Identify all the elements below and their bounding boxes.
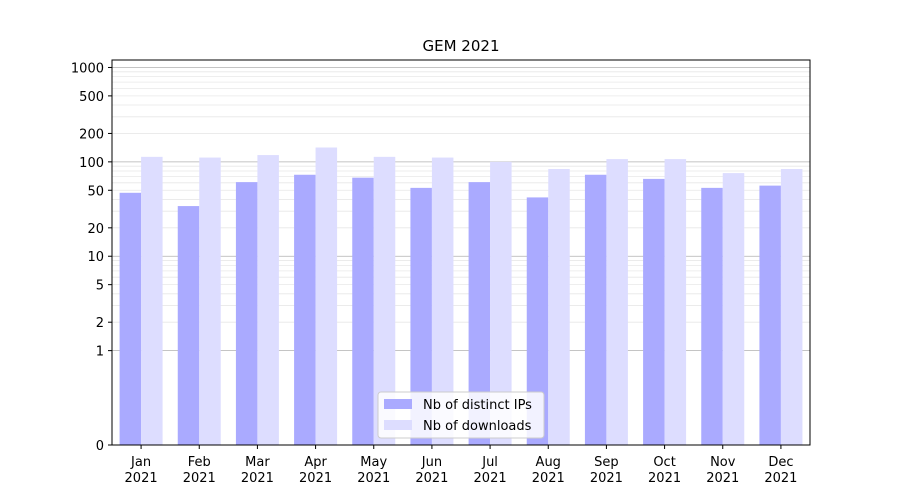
bar-downloads [373, 156, 396, 445]
x-tick-label-month: Apr [304, 455, 327, 470]
bar-downloads [606, 159, 628, 445]
legend-label: Nb of downloads [423, 419, 532, 434]
legend-box [377, 391, 545, 439]
y-tick-label: 100 [79, 156, 104, 171]
bar-downloads [548, 169, 570, 445]
bar-downloads [780, 169, 803, 445]
x-tick-label-month: Dec [768, 455, 793, 470]
bar-distinct-ips [119, 192, 142, 445]
x-tick-label-year: 2021 [357, 471, 390, 486]
x-tick-label-month: May [360, 455, 387, 470]
x-tick-label-year: 2021 [764, 471, 797, 486]
y-tick-label: 2 [96, 316, 104, 331]
x-tick-label-month: Sep [594, 455, 619, 470]
bar-distinct-ips [235, 182, 258, 445]
x-tick-label-month: Jul [481, 455, 498, 470]
x-axis: Jan2021Feb2021Mar2021Apr2021May2021Jun20… [125, 445, 797, 486]
y-axis: 0 1 2 5 10 20 50 100 200 500 1000 [71, 61, 112, 454]
x-tick-label-year: 2021 [299, 471, 332, 486]
plot-frame [111, 59, 811, 446]
y-tick-label: 5 [96, 279, 104, 294]
bar-downloads [199, 157, 221, 446]
bar-distinct-ips [177, 206, 200, 445]
bar-distinct-ips [701, 187, 723, 446]
x-tick-label-month: Jun [421, 455, 442, 470]
bar-downloads [315, 147, 338, 445]
x-tick-label-year: 2021 [532, 471, 565, 486]
x-tick-label-year: 2021 [125, 471, 158, 486]
legend-swatch [384, 399, 412, 409]
x-tick-label-year: 2021 [648, 471, 681, 486]
legend-label: Nb of distinct IPs [423, 398, 532, 413]
bar-distinct-ips [643, 178, 665, 445]
y-tick-label: 200 [79, 127, 104, 142]
legend-swatch [384, 420, 412, 430]
x-tick-label-month: Mar [245, 455, 270, 470]
bar-distinct-ips [410, 187, 432, 446]
bar-downloads [431, 157, 454, 446]
x-tick-label-month: Oct [653, 455, 675, 470]
x-tick-label-month: Jan [130, 455, 151, 470]
y-tick-label: 1 [96, 345, 104, 360]
x-tick-label-year: 2021 [241, 471, 274, 486]
x-tick-label-year: 2021 [183, 471, 216, 486]
y-tick-label: 500 [79, 90, 104, 105]
bar-downloads [490, 161, 512, 445]
x-tick-label-month: Nov [710, 455, 736, 470]
y-tick-label: 0 [96, 439, 104, 454]
x-tick-label-month: Aug [536, 455, 561, 470]
x-tick-label-year: 2021 [590, 471, 623, 486]
y-tick-label: 10 [87, 250, 104, 265]
grid-lines [112, 67, 810, 352]
x-tick-label-year: 2021 [706, 471, 739, 486]
bar-distinct-ips [352, 177, 374, 446]
y-tick-label: 20 [87, 222, 104, 237]
bar-downloads [664, 159, 687, 445]
bars [119, 147, 803, 446]
bar-distinct-ips [294, 174, 316, 445]
x-tick-label-year: 2021 [474, 471, 507, 486]
bar-distinct-ips [526, 197, 549, 445]
bar-downloads [141, 156, 163, 445]
x-tick-label-year: 2021 [415, 471, 448, 486]
bar-distinct-ips [759, 185, 781, 445]
bar-distinct-ips [468, 182, 491, 445]
bar-downloads [722, 173, 745, 446]
y-tick-label: 50 [87, 184, 104, 199]
chart-title: GEM 2021 [423, 37, 500, 55]
bar-downloads [257, 155, 279, 445]
bar-distinct-ips [584, 174, 607, 445]
legend: Nb of distinct IPs Nb of downloads [377, 391, 545, 439]
y-tick-label: 1000 [71, 61, 104, 76]
x-tick-label-month: Feb [188, 455, 211, 470]
